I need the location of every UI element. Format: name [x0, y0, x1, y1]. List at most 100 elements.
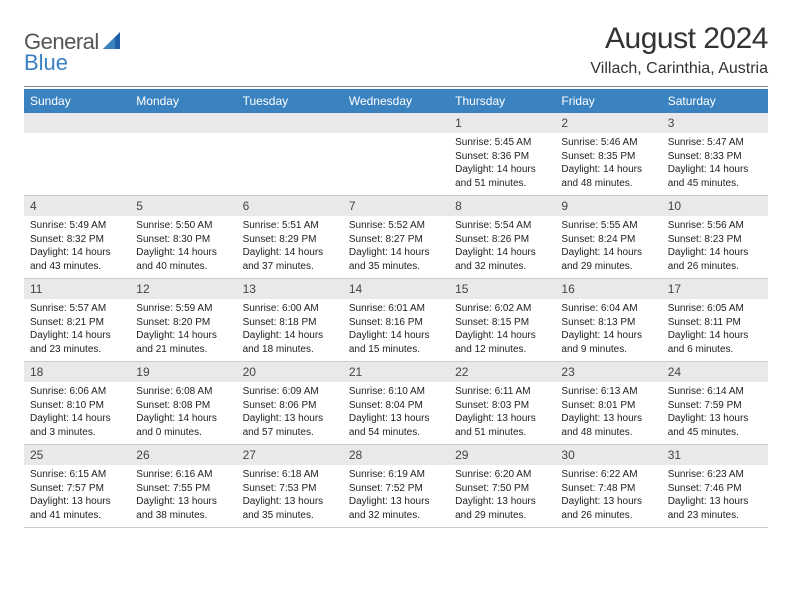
title-block: August 2024 Villach, Carinthia, Austria — [590, 22, 768, 78]
day-cell: 10Sunrise: 5:56 AMSunset: 8:23 PMDayligh… — [662, 196, 768, 278]
day-cell: 9Sunrise: 5:55 AMSunset: 8:24 PMDaylight… — [555, 196, 661, 278]
page-header: General August 2024 Villach, Carinthia, … — [24, 22, 768, 78]
daylight-text-1: Daylight: 14 hours — [561, 246, 655, 260]
sunrise-text: Sunrise: 6:01 AM — [349, 302, 443, 316]
daylight-text-1: Daylight: 14 hours — [136, 329, 230, 343]
week-row: 25Sunrise: 6:15 AMSunset: 7:57 PMDayligh… — [24, 445, 768, 528]
empty-day — [24, 113, 130, 195]
day-number: 2 — [555, 113, 661, 133]
day-number: 10 — [662, 196, 768, 216]
day-cell: 2Sunrise: 5:46 AMSunset: 8:35 PMDaylight… — [555, 113, 661, 195]
daylight-text-2: and 32 minutes. — [455, 260, 549, 274]
sunrise-text: Sunrise: 6:02 AM — [455, 302, 549, 316]
day-number: 31 — [662, 445, 768, 465]
day-number: 14 — [343, 279, 449, 299]
daylight-text-1: Daylight: 13 hours — [668, 495, 762, 509]
calendar-grid: SundayMondayTuesdayWednesdayThursdayFrid… — [24, 89, 768, 528]
daylight-text-1: Daylight: 13 hours — [561, 495, 655, 509]
day-details: Sunrise: 6:01 AMSunset: 8:16 PMDaylight:… — [343, 299, 449, 361]
day-cell: 23Sunrise: 6:13 AMSunset: 8:01 PMDayligh… — [555, 362, 661, 444]
day-cell: 29Sunrise: 6:20 AMSunset: 7:50 PMDayligh… — [449, 445, 555, 527]
daylight-text-2: and 51 minutes. — [455, 177, 549, 191]
day-details: Sunrise: 6:00 AMSunset: 8:18 PMDaylight:… — [237, 299, 343, 361]
sunrise-text: Sunrise: 5:45 AM — [455, 136, 549, 150]
day-number: 15 — [449, 279, 555, 299]
week-row: 4Sunrise: 5:49 AMSunset: 8:32 PMDaylight… — [24, 196, 768, 279]
daylight-text-1: Daylight: 13 hours — [243, 412, 337, 426]
day-details: Sunrise: 6:22 AMSunset: 7:48 PMDaylight:… — [555, 465, 661, 527]
daylight-text-2: and 40 minutes. — [136, 260, 230, 274]
weekday-sunday: Sunday — [24, 89, 130, 113]
empty-daynum — [343, 113, 449, 133]
sunset-text: Sunset: 8:30 PM — [136, 233, 230, 247]
sunset-text: Sunset: 8:20 PM — [136, 316, 230, 330]
day-cell: 20Sunrise: 6:09 AMSunset: 8:06 PMDayligh… — [237, 362, 343, 444]
day-details: Sunrise: 6:06 AMSunset: 8:10 PMDaylight:… — [24, 382, 130, 444]
day-details: Sunrise: 6:23 AMSunset: 7:46 PMDaylight:… — [662, 465, 768, 527]
daylight-text-1: Daylight: 13 hours — [349, 412, 443, 426]
sunset-text: Sunset: 8:27 PM — [349, 233, 443, 247]
daylight-text-2: and 26 minutes. — [561, 509, 655, 523]
sunrise-text: Sunrise: 5:47 AM — [668, 136, 762, 150]
day-cell: 14Sunrise: 6:01 AMSunset: 8:16 PMDayligh… — [343, 279, 449, 361]
day-number: 13 — [237, 279, 343, 299]
daylight-text-1: Daylight: 14 hours — [136, 412, 230, 426]
weekday-saturday: Saturday — [662, 89, 768, 113]
day-number: 8 — [449, 196, 555, 216]
day-cell: 18Sunrise: 6:06 AMSunset: 8:10 PMDayligh… — [24, 362, 130, 444]
weekday-wednesday: Wednesday — [343, 89, 449, 113]
day-cell: 30Sunrise: 6:22 AMSunset: 7:48 PMDayligh… — [555, 445, 661, 527]
sunrise-text: Sunrise: 5:56 AM — [668, 219, 762, 233]
day-number: 29 — [449, 445, 555, 465]
sunset-text: Sunset: 8:32 PM — [30, 233, 124, 247]
sunrise-text: Sunrise: 6:18 AM — [243, 468, 337, 482]
sunset-text: Sunset: 7:50 PM — [455, 482, 549, 496]
daylight-text-2: and 38 minutes. — [136, 509, 230, 523]
day-cell: 6Sunrise: 5:51 AMSunset: 8:29 PMDaylight… — [237, 196, 343, 278]
day-number: 20 — [237, 362, 343, 382]
day-number: 26 — [130, 445, 236, 465]
day-number: 1 — [449, 113, 555, 133]
sunrise-text: Sunrise: 5:51 AM — [243, 219, 337, 233]
day-cell: 31Sunrise: 6:23 AMSunset: 7:46 PMDayligh… — [662, 445, 768, 527]
day-cell: 26Sunrise: 6:16 AMSunset: 7:55 PMDayligh… — [130, 445, 236, 527]
day-number: 11 — [24, 279, 130, 299]
day-details: Sunrise: 6:13 AMSunset: 8:01 PMDaylight:… — [555, 382, 661, 444]
sunrise-text: Sunrise: 6:14 AM — [668, 385, 762, 399]
day-number: 9 — [555, 196, 661, 216]
empty-daynum — [130, 113, 236, 133]
daylight-text-1: Daylight: 14 hours — [455, 246, 549, 260]
sunset-text: Sunset: 8:29 PM — [243, 233, 337, 247]
weekday-header-row: SundayMondayTuesdayWednesdayThursdayFrid… — [24, 89, 768, 113]
daylight-text-1: Daylight: 14 hours — [243, 329, 337, 343]
daylight-text-1: Daylight: 14 hours — [30, 329, 124, 343]
calendar-page: General August 2024 Villach, Carinthia, … — [0, 0, 792, 528]
daylight-text-2: and 12 minutes. — [455, 343, 549, 357]
daylight-text-1: Daylight: 13 hours — [30, 495, 124, 509]
day-details: Sunrise: 6:02 AMSunset: 8:15 PMDaylight:… — [449, 299, 555, 361]
day-cell: 5Sunrise: 5:50 AMSunset: 8:30 PMDaylight… — [130, 196, 236, 278]
day-number: 22 — [449, 362, 555, 382]
day-cell: 24Sunrise: 6:14 AMSunset: 7:59 PMDayligh… — [662, 362, 768, 444]
day-number: 25 — [24, 445, 130, 465]
daylight-text-1: Daylight: 13 hours — [349, 495, 443, 509]
daylight-text-1: Daylight: 14 hours — [668, 246, 762, 260]
daylight-text-1: Daylight: 14 hours — [561, 329, 655, 343]
day-details: Sunrise: 5:56 AMSunset: 8:23 PMDaylight:… — [662, 216, 768, 278]
day-details: Sunrise: 5:54 AMSunset: 8:26 PMDaylight:… — [449, 216, 555, 278]
day-details: Sunrise: 6:16 AMSunset: 7:55 PMDaylight:… — [130, 465, 236, 527]
sunset-text: Sunset: 8:06 PM — [243, 399, 337, 413]
week-row: 1Sunrise: 5:45 AMSunset: 8:36 PMDaylight… — [24, 113, 768, 196]
day-number: 17 — [662, 279, 768, 299]
day-cell: 28Sunrise: 6:19 AMSunset: 7:52 PMDayligh… — [343, 445, 449, 527]
daylight-text-1: Daylight: 14 hours — [349, 246, 443, 260]
daylight-text-2: and 48 minutes. — [561, 426, 655, 440]
sunrise-text: Sunrise: 6:00 AM — [243, 302, 337, 316]
sunrise-text: Sunrise: 6:20 AM — [455, 468, 549, 482]
daylight-text-2: and 57 minutes. — [243, 426, 337, 440]
daylight-text-1: Daylight: 14 hours — [30, 246, 124, 260]
sunrise-text: Sunrise: 6:23 AM — [668, 468, 762, 482]
daylight-text-2: and 29 minutes. — [561, 260, 655, 274]
sunset-text: Sunset: 8:16 PM — [349, 316, 443, 330]
sunset-text: Sunset: 8:03 PM — [455, 399, 549, 413]
